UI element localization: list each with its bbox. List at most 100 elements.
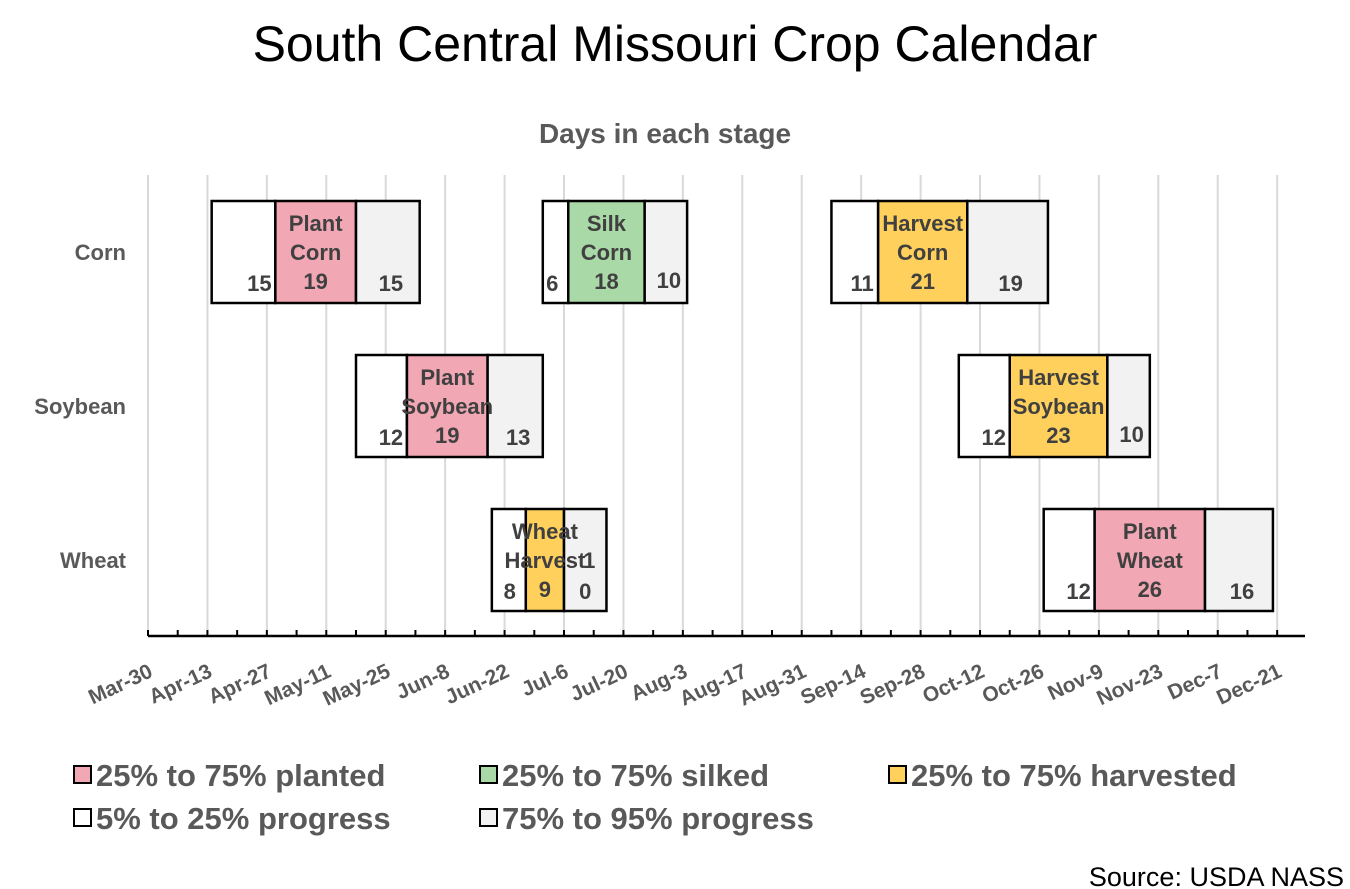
stage-name-line2: Corn — [290, 240, 341, 265]
stage-name-line1: Silk — [587, 211, 627, 236]
early-days-label: 15 — [247, 271, 271, 296]
late-days-label: 10 — [1119, 422, 1143, 447]
legend-item-silked: 25% to 75% silked — [479, 758, 769, 793]
x-tick-label: Nov-23 — [1093, 660, 1166, 710]
late-days-label-part2: 0 — [579, 579, 591, 604]
stage-name-line1: Wheat — [512, 519, 579, 544]
stage-name-line2: Soybean — [401, 394, 493, 419]
stage-name-line2: Corn — [897, 240, 948, 265]
legend-label: 5% to 25% progress — [96, 801, 391, 836]
legend-label: 25% to 75% planted — [96, 758, 385, 793]
x-tick-label: Aug-31 — [736, 660, 811, 711]
x-tick-label: Apr-13 — [146, 660, 216, 709]
bar-late-segment — [486, 353, 545, 459]
legend-swatch — [73, 765, 92, 784]
stage-name-line1: Plant — [420, 365, 474, 390]
main-days-label: 26 — [1138, 577, 1162, 602]
bar-main-segment — [1008, 353, 1109, 459]
bar-early-segment — [1042, 507, 1096, 613]
x-tick-label: Jul-20 — [567, 660, 632, 706]
legend-item-planted: 25% to 75% planted — [73, 758, 385, 793]
main-days-label: 9 — [539, 577, 551, 602]
legend-label: 25% to 75% silked — [502, 758, 769, 793]
late-days-label: 16 — [1230, 579, 1254, 604]
chart-subtitle: Days in each stage — [539, 118, 791, 149]
early-days-label: 8 — [504, 579, 516, 604]
bar-late-segment — [1203, 507, 1275, 613]
main-days-label: 18 — [594, 269, 618, 294]
legend-swatch — [888, 765, 907, 784]
stage-name-line2: Soybean — [1013, 394, 1105, 419]
bar-early-segment — [354, 353, 409, 459]
stage-name-line1: Harvest — [1018, 365, 1099, 390]
bar-early-segment — [957, 353, 1011, 459]
x-tick-label: May-25 — [320, 660, 395, 711]
early-days-label: 12 — [379, 425, 403, 450]
stage-plant-wheat: 12 Plant Wheat 26 16 — [1042, 507, 1275, 613]
early-days-label: 12 — [981, 425, 1005, 450]
bar-early-segment — [490, 507, 528, 613]
stage-plant-soybean: 12 Plant Soybean 19 13 — [354, 353, 545, 459]
early-days-label: 6 — [546, 271, 558, 296]
late-days-label: 13 — [506, 425, 530, 450]
x-tick-label: Mar-30 — [85, 660, 156, 709]
legend-swatch — [73, 808, 92, 827]
chart-title: South Central Missouri Crop Calendar — [253, 16, 1098, 72]
bar-main-segment — [567, 199, 646, 305]
main-days-label: 23 — [1046, 423, 1070, 448]
x-tick-label: May-11 — [261, 660, 334, 711]
source-note: Source: USDA NASS — [1089, 862, 1344, 889]
x-tick-label: Oct-12 — [919, 660, 988, 708]
early-days-label: 12 — [1066, 579, 1090, 604]
x-tick-label: Jun-22 — [442, 660, 513, 709]
x-tick-label: Sep-14 — [797, 660, 869, 710]
legend-swatch — [479, 808, 498, 827]
x-tick-label: Jul-6 — [518, 660, 572, 702]
legend-item-early: 5% to 25% progress — [73, 801, 391, 836]
bar-late-segment — [562, 507, 608, 613]
stage-wheat-harvest: 8 Wheat Harvest 9 1 0 — [490, 507, 608, 613]
main-days-label: 21 — [910, 269, 934, 294]
stage-name-line1: Plant — [1123, 519, 1177, 544]
main-days-label: 19 — [303, 269, 327, 294]
x-axis: Mar-30Apr-13Apr-27May-11May-25Jun-8Jun-2… — [85, 630, 1305, 711]
category-label-soybean: Soybean — [34, 394, 126, 419]
category-label-wheat: Wheat — [60, 548, 127, 573]
x-tick-label: Dec-21 — [1213, 660, 1285, 710]
stage-name-line2: Corn — [581, 240, 632, 265]
late-days-label: 10 — [657, 268, 681, 293]
late-days-label: 19 — [998, 271, 1022, 296]
bar-early-segment — [830, 199, 880, 305]
late-days-label-part1: 1 — [583, 548, 595, 573]
x-tick-label: Sep-28 — [857, 660, 929, 710]
stage-name-line1: Plant — [289, 211, 343, 236]
legend-item-late: 75% to 95% progress — [479, 801, 814, 836]
legend-label: 25% to 75% harvested — [911, 758, 1237, 793]
x-tick-label: Jun-8 — [393, 660, 454, 705]
legend-swatch — [479, 765, 498, 784]
bar-late-segment — [966, 199, 1050, 305]
stage-name-line2: Wheat — [1117, 548, 1184, 573]
stage-plant-corn: 15 Plant Corn 19 15 — [210, 199, 421, 305]
category-label-corn: Corn — [75, 240, 126, 265]
main-days-label: 19 — [435, 423, 459, 448]
late-days-label: 15 — [379, 271, 403, 296]
bar-main-segment — [1093, 507, 1207, 613]
x-tick-label: Aug-17 — [676, 660, 750, 711]
bar-late-segment — [1106, 353, 1152, 459]
stage-harvest-corn: 11 Harvest Corn 21 19 — [830, 199, 1050, 305]
stage-name-line1: Harvest — [882, 211, 963, 236]
legend-item-harvested: 25% to 75% harvested — [888, 758, 1237, 793]
bar-late-segment — [354, 199, 421, 305]
stage-harvest-soybean: 12 Harvest Soybean 23 10 — [957, 353, 1152, 459]
x-tick-label: Oct-26 — [979, 660, 1048, 708]
stage-silk-corn: 6 Silk Corn 18 10 — [541, 199, 689, 305]
x-tick-label: Apr-27 — [205, 660, 275, 709]
bar-late-segment — [643, 199, 689, 305]
early-days-label: 11 — [851, 271, 874, 296]
legend: 25% to 75% planted 25% to 75% silked 25% t… — [73, 758, 1237, 836]
stage-name-line2: Harvest — [505, 548, 586, 573]
category-labels: Corn Soybean Wheat — [34, 240, 126, 573]
